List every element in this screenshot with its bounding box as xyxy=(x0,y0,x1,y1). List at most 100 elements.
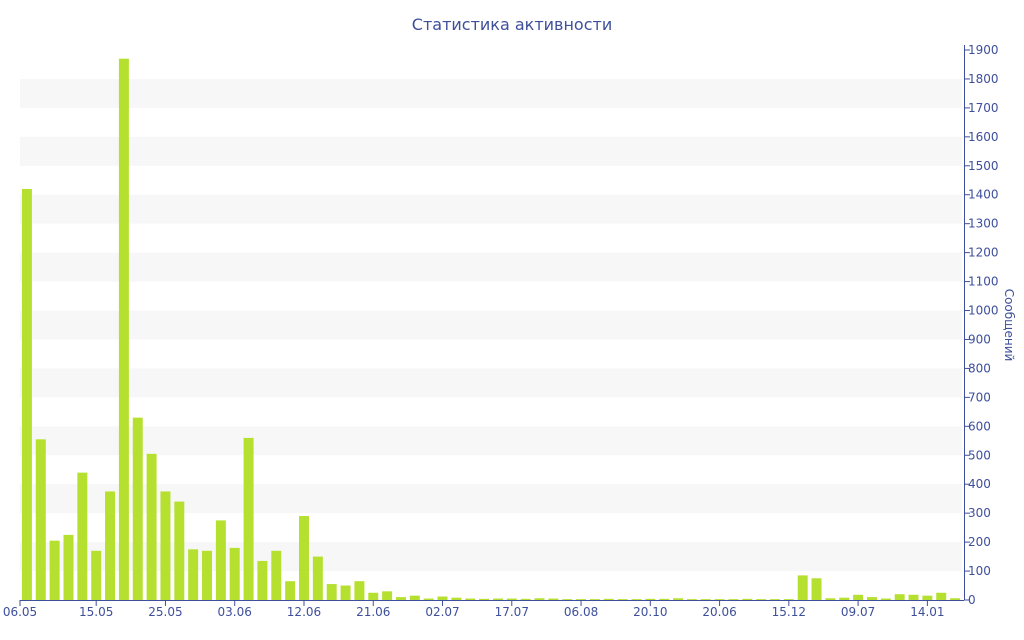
x-tick-label: 14.01 xyxy=(910,605,944,619)
bar xyxy=(839,597,850,600)
y-tick-label: 300 xyxy=(968,506,991,520)
x-tick-label: 15.12 xyxy=(772,605,806,619)
y-tick-label: 1600 xyxy=(968,130,999,144)
bar xyxy=(603,598,614,600)
y-tick-label: 800 xyxy=(968,361,991,375)
bar xyxy=(243,437,254,600)
y-tick-label: 100 xyxy=(968,564,991,578)
bar xyxy=(21,188,32,600)
bar xyxy=(783,599,794,600)
x-tick-label: 21.06 xyxy=(356,605,390,619)
y-tick-label: 500 xyxy=(968,448,991,462)
grid-bands xyxy=(20,78,962,572)
bar xyxy=(714,599,725,600)
bar xyxy=(368,592,379,600)
bar xyxy=(146,453,157,600)
bar xyxy=(728,599,739,600)
bar xyxy=(548,598,559,600)
x-tick-label: 03.06 xyxy=(218,605,252,619)
x-tick-label: 25.05 xyxy=(148,605,182,619)
bar xyxy=(188,549,199,600)
bar xyxy=(700,599,711,600)
bar xyxy=(132,417,143,600)
y-tick-label: 1400 xyxy=(968,188,999,202)
axes xyxy=(20,45,965,601)
bar xyxy=(562,599,573,600)
x-tick-label: 15.05 xyxy=(79,605,113,619)
y-ticks: 0 100 200 300 400 500 600 700 800 900 1000 1100 1200… xyxy=(964,43,999,607)
grid-band xyxy=(20,310,962,340)
bar xyxy=(756,599,767,600)
bar xyxy=(645,598,656,600)
bar xyxy=(479,598,490,600)
x-ticks: 06.05 15.05 25.05 03.06 12.06 21.06 02.07 17.07… xyxy=(3,600,945,619)
bar xyxy=(382,591,393,600)
bar xyxy=(202,550,213,600)
bar xyxy=(506,598,517,600)
bar xyxy=(769,599,780,600)
bar xyxy=(908,594,919,600)
bar xyxy=(35,439,46,600)
y-tick-label: 200 xyxy=(968,535,991,549)
y-tick-label: 1000 xyxy=(968,304,999,318)
bar xyxy=(617,599,628,600)
x-tick-label: 06.05 xyxy=(3,605,37,619)
bar xyxy=(825,598,836,600)
bar xyxy=(811,578,822,600)
bar xyxy=(395,597,406,600)
bar xyxy=(340,585,351,600)
bar xyxy=(866,597,877,600)
y-tick-label: 1200 xyxy=(968,246,999,260)
bar xyxy=(49,540,60,600)
bar xyxy=(215,520,226,600)
x-tick-label: 17.07 xyxy=(495,605,529,619)
bar xyxy=(160,491,171,600)
x-tick-label: 02.07 xyxy=(425,605,459,619)
bar xyxy=(520,598,531,600)
bar xyxy=(659,598,670,600)
bar xyxy=(326,584,337,600)
bar xyxy=(631,599,642,600)
bar xyxy=(465,598,476,600)
bar xyxy=(950,598,961,600)
grid-band xyxy=(20,426,962,456)
x-tick-label: 20.06 xyxy=(702,605,736,619)
x-tick-label: 20.10 xyxy=(633,605,667,619)
x-tick-label: 06.08 xyxy=(564,605,598,619)
bar xyxy=(589,599,600,600)
bars xyxy=(21,58,961,601)
bar xyxy=(534,598,545,600)
y-tick-label: 1800 xyxy=(968,72,999,86)
bar xyxy=(312,556,323,600)
y-tick-label: 1700 xyxy=(968,101,999,115)
bar xyxy=(63,534,74,600)
grid-band xyxy=(20,368,962,398)
y-tick-label: 1500 xyxy=(968,159,999,173)
bar xyxy=(229,547,240,600)
bar xyxy=(298,516,309,600)
y-tick-label: 700 xyxy=(968,390,991,404)
bar xyxy=(354,581,365,600)
y-tick-label: 0 xyxy=(968,593,976,607)
bar xyxy=(77,472,88,600)
bar xyxy=(118,58,129,601)
y-tick-label: 400 xyxy=(968,477,991,491)
x-tick-label: 12.06 xyxy=(287,605,321,619)
bar xyxy=(922,595,933,600)
bar xyxy=(880,598,891,600)
bar xyxy=(105,491,116,600)
bar xyxy=(423,598,434,600)
bar xyxy=(174,501,185,600)
y-tick-label: 1900 xyxy=(968,43,999,57)
bar xyxy=(673,598,684,600)
y-tick-label: 900 xyxy=(968,332,991,346)
bar xyxy=(285,581,296,600)
bar xyxy=(492,598,503,600)
bar xyxy=(257,560,268,600)
bar xyxy=(742,598,753,600)
bar xyxy=(853,594,864,600)
bar xyxy=(437,596,448,600)
bar xyxy=(271,550,282,600)
grid-band xyxy=(20,136,962,166)
